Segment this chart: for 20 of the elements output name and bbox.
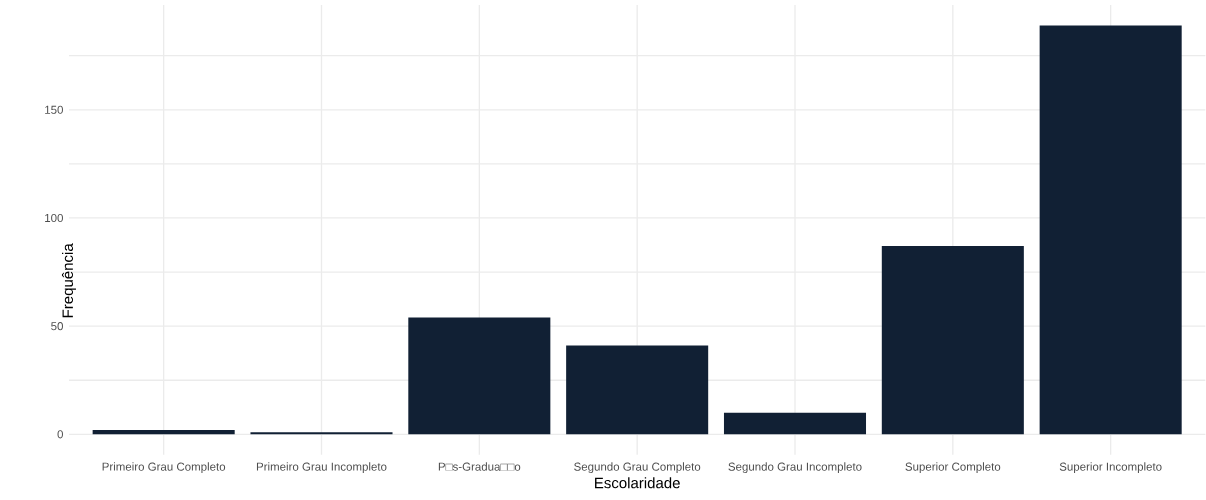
- x-tick-label: Segundo Grau Incompleto: [728, 462, 862, 474]
- y-tick-label: 150: [45, 105, 63, 114]
- x-tick-label: Primeiro Grau Incompleto: [256, 462, 387, 474]
- bar: [408, 317, 551, 435]
- bar: [881, 246, 1024, 435]
- x-tick-label: Superior Completo: [905, 462, 1001, 474]
- bar: [250, 432, 393, 435]
- bar: [1039, 25, 1182, 435]
- x-tick-label: Primeiro Grau Completo: [102, 462, 226, 474]
- bar: [92, 430, 235, 435]
- x-tick-label: P□s-Gradua□□o: [438, 462, 521, 471]
- y-tick-label: 100: [45, 214, 63, 223]
- bar: [723, 412, 867, 435]
- x-tick-label: Segundo Grau Completo: [574, 462, 701, 474]
- x-axis-title: Escolaridade: [595, 477, 680, 489]
- y-axis-title: Frequência: [61, 243, 76, 318]
- y-tick-label: 0: [57, 430, 63, 439]
- x-tick-label: Superior Incompleto: [1059, 462, 1162, 474]
- bar: [566, 345, 709, 435]
- y-tick-label: 50: [51, 322, 63, 331]
